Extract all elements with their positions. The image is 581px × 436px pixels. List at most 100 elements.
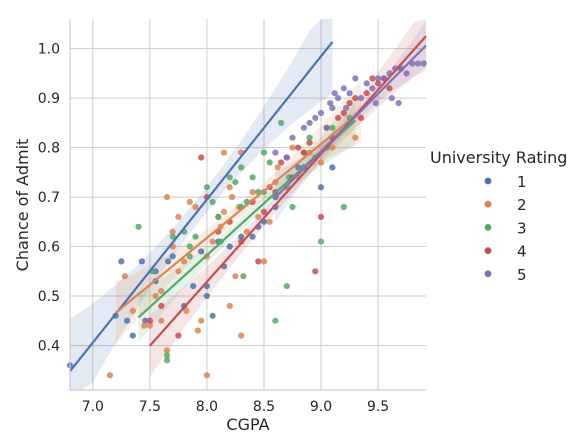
data-point-2 <box>274 164 281 171</box>
data-point-3 <box>169 233 176 240</box>
data-point-4 <box>346 100 353 107</box>
data-point-1 <box>209 312 216 319</box>
y-tick-label: 0.5 <box>38 289 60 305</box>
data-point-2 <box>198 317 205 324</box>
data-point-4 <box>255 258 262 265</box>
data-point-1 <box>226 243 233 250</box>
data-point-3 <box>135 223 142 230</box>
legend-marker-2 <box>484 200 492 208</box>
data-point-3 <box>215 213 222 220</box>
data-point-3 <box>317 238 325 245</box>
legend: University Rating 1 2 3 4 5 <box>430 148 567 284</box>
data-point-2 <box>163 194 171 201</box>
data-point-2 <box>163 347 171 354</box>
data-point-2 <box>220 208 228 215</box>
data-point-1 <box>165 258 172 265</box>
data-point-4 <box>312 268 319 275</box>
data-point-5 <box>414 60 422 67</box>
data-point-2 <box>226 302 233 309</box>
data-point-5 <box>289 134 296 141</box>
data-point-3 <box>272 317 279 324</box>
data-point-3 <box>186 253 193 260</box>
data-point-2 <box>266 218 273 225</box>
data-point-5 <box>380 75 387 82</box>
data-point-5 <box>388 95 395 102</box>
y-tick-label: 0.7 <box>38 190 60 206</box>
data-point-2 <box>106 372 113 379</box>
data-point-4 <box>300 149 307 156</box>
data-point-1 <box>124 317 131 324</box>
data-point-5 <box>327 100 334 107</box>
data-point-5 <box>306 119 313 126</box>
x-tick-label: 7.5 <box>139 399 161 415</box>
legend-marker-4 <box>484 247 492 255</box>
data-point-3 <box>192 233 199 240</box>
data-point-3 <box>186 243 193 250</box>
data-point-2 <box>249 189 256 196</box>
data-point-1 <box>169 253 176 260</box>
regression-line-2 <box>114 110 362 314</box>
data-point-4 <box>375 80 382 87</box>
data-point-3 <box>163 352 171 359</box>
data-point-5 <box>352 75 359 82</box>
legend-label-4: 4 <box>517 243 527 261</box>
data-point-2 <box>203 372 210 379</box>
data-point-4 <box>386 85 393 92</box>
data-point-5 <box>340 85 347 92</box>
y-axis-label: Chance of Admit <box>13 139 32 272</box>
data-point-1 <box>138 258 145 265</box>
data-point-5 <box>363 80 370 87</box>
data-point-3 <box>260 149 268 156</box>
legend-title: University Rating <box>430 148 567 167</box>
data-point-1 <box>317 184 325 191</box>
legend-label-3: 3 <box>517 219 527 237</box>
data-point-5 <box>335 95 342 102</box>
data-point-5 <box>317 109 325 117</box>
x-tick-label: 8.5 <box>253 399 275 415</box>
data-point-2 <box>255 213 262 220</box>
data-point-1 <box>190 283 197 290</box>
data-point-2 <box>317 159 325 166</box>
legend-label-5: 5 <box>517 266 527 284</box>
y-tick-label: 0.9 <box>38 91 60 107</box>
data-point-3 <box>249 174 256 181</box>
data-point-3 <box>209 198 216 206</box>
data-point-4 <box>175 332 182 339</box>
axes <box>69 19 426 391</box>
data-point-5 <box>295 164 302 171</box>
data-point-5 <box>395 100 402 107</box>
data-point-3 <box>203 184 210 191</box>
data-point-1 <box>198 248 205 255</box>
data-point-2 <box>260 258 268 265</box>
data-point-5 <box>343 104 350 112</box>
data-point-5 <box>357 95 365 102</box>
data-point-3 <box>163 357 171 364</box>
data-point-2 <box>220 149 228 156</box>
data-point-5 <box>331 90 338 97</box>
data-point-4 <box>335 114 342 121</box>
y-tick-label: 1.0 <box>38 42 60 58</box>
x-tick-label: 8.0 <box>196 399 218 415</box>
data-point-4 <box>357 114 365 121</box>
data-point-4 <box>146 317 153 324</box>
legend-label-2: 2 <box>517 196 527 214</box>
data-point-2 <box>158 288 165 295</box>
data-point-2 <box>175 213 182 220</box>
data-point-1 <box>238 233 245 240</box>
data-point-4 <box>295 144 302 151</box>
data-point-3 <box>340 203 347 211</box>
data-point-4 <box>340 109 347 117</box>
data-point-3 <box>289 203 296 211</box>
data-point-3 <box>266 159 273 166</box>
data-point-2 <box>209 238 216 245</box>
data-point-3 <box>283 283 290 290</box>
data-point-4 <box>352 95 359 102</box>
data-point-1 <box>329 164 336 171</box>
data-point-3 <box>232 179 239 186</box>
data-point-3 <box>226 174 233 181</box>
data-point-5 <box>420 60 427 67</box>
data-point-5 <box>329 104 336 112</box>
data-point-2 <box>158 317 165 324</box>
